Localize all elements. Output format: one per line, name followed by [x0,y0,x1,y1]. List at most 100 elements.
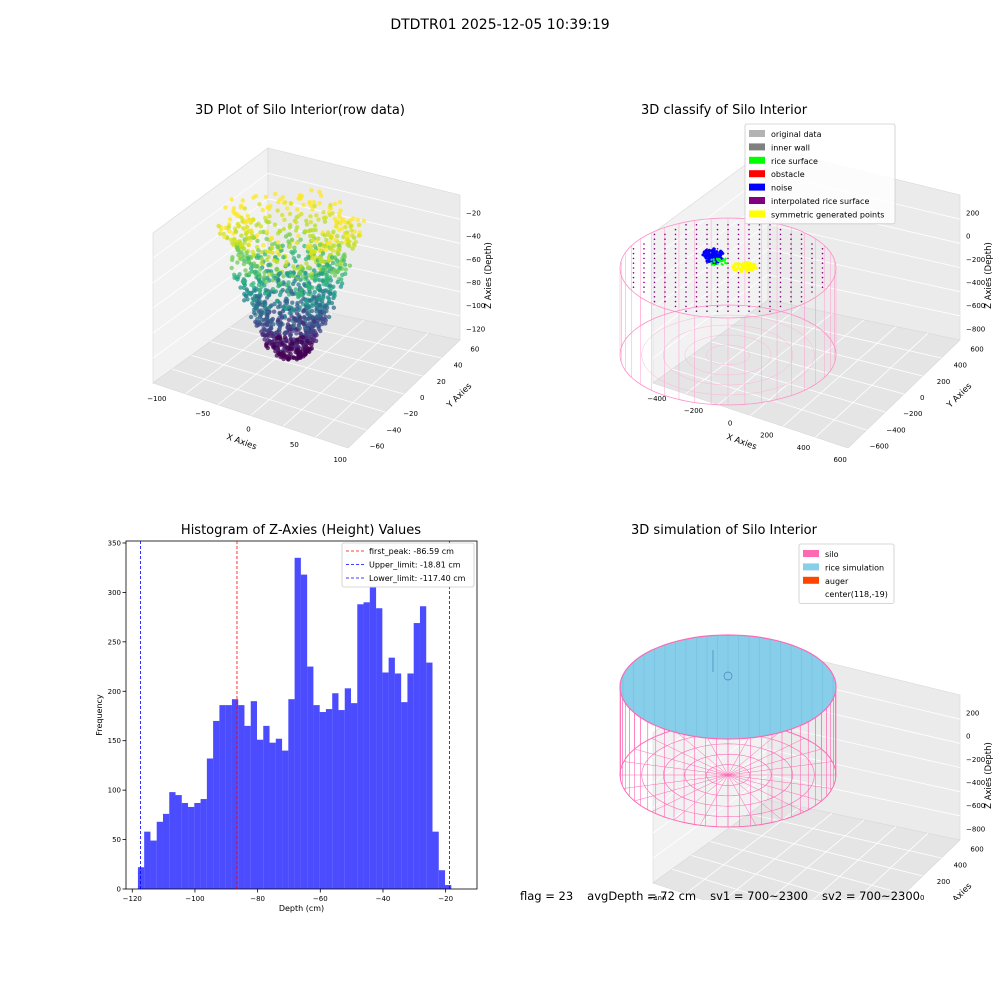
silo-floor-spoke [634,748,729,776]
scatter-point [317,201,322,206]
scatter-point [262,270,267,275]
flag-value: flag = 23 [520,889,574,903]
histogram-bar [338,710,345,889]
scatter-point [249,269,254,274]
surface-dot [643,252,645,255]
scatter-point [314,276,320,282]
noise-point [711,254,714,258]
noise-point [718,255,722,259]
surface-dot [695,224,698,226]
surface-dot [695,276,698,279]
surface-dot [769,243,771,245]
scatter-point [280,309,286,314]
surface-dot [758,243,761,245]
scatter-point [259,260,264,266]
scatter-point [296,282,301,287]
surface-dot [800,300,803,303]
x-tick-label: −60 [313,895,328,903]
surface-dot [758,257,761,260]
scatter-point [238,285,243,290]
scatter-point [329,255,335,260]
scatter-point [287,211,293,217]
scatter-point [318,309,323,314]
surface-dot [706,267,708,269]
histogram-bar [231,699,239,889]
scatter-point [316,236,321,241]
surface-dot [800,252,803,255]
surface-dot [653,243,656,245]
scatter-point [310,303,315,308]
histogram-bar [219,705,226,889]
scatter-point [266,293,272,298]
surface-dot [716,248,719,250]
scatter-point [256,322,261,328]
rice-point [713,263,716,266]
scatter-point [303,271,308,276]
scatter-point [284,298,290,303]
histogram-bar [325,709,333,889]
scatter-point [249,228,254,233]
surface-dot [727,276,729,279]
scatter-point [252,310,257,315]
scatter-point [298,277,303,282]
surface-dot [769,281,771,284]
classify-plot-title: 3D classify of Silo Interior [640,103,808,118]
scatter-point [310,207,315,212]
scatter-point [289,347,294,352]
silo-floor-ring [684,334,772,376]
z-axis-label: Z Axies (Depth) [984,242,994,309]
legend-label: Lower_limit: -117.40 cm [369,574,466,583]
rice-point [712,260,715,263]
scatter-point [321,215,327,221]
surface-dot [674,257,677,260]
scatter-point [339,219,344,224]
surface-dot [748,296,750,298]
scatter-point [286,317,292,322]
z-tick-label: −600 [966,802,985,810]
surface-dot [653,252,656,255]
scatter-point [317,255,322,261]
y-tick-label: −40 [386,426,401,434]
x-tick-label: −100 [185,895,204,903]
surface-dot [790,296,792,298]
scatter-point [264,218,269,224]
scatter-point [309,203,314,209]
histogram-chart: −120 −100 −80 −60 −40 −20 0 50 100 150 200 250 300 35… [95,539,478,913]
scatter-point [331,305,336,310]
scatter-point [229,265,234,271]
surface-dot [695,257,698,260]
legend-label: silo [825,550,839,559]
surface-dot [748,243,750,245]
scatter-point [258,288,263,293]
histogram-bar [263,725,270,890]
surface-dot [632,272,635,274]
scatter-point [304,261,309,266]
surface-dot [790,272,792,274]
scatter-point [270,250,275,255]
silo-floor-spoke [699,774,729,826]
surface-dot [821,286,824,289]
scatter-point [312,289,317,295]
scatter-point [267,272,272,277]
scatter-point [314,322,319,328]
histogram-bar [288,699,295,889]
scatter-point [316,326,321,331]
surface-dot [758,224,761,226]
scatter-point [244,224,250,230]
scatter-point [347,263,353,268]
surface-dot [664,267,666,269]
scatter-point [277,283,282,288]
scatter-point [242,240,247,245]
surface-dot [769,252,771,255]
scatter-point [306,255,312,261]
surface-dot [695,233,698,236]
surface-dot [769,262,771,265]
surface-dot [748,248,750,250]
surface-dot [674,276,677,279]
scatter-point [286,349,291,354]
x-tick-label: −120 [123,895,142,903]
z-tick-label: −800 [966,325,985,333]
surface-dot [727,233,729,236]
surface-dot [779,228,782,231]
scatter-point [335,279,340,285]
